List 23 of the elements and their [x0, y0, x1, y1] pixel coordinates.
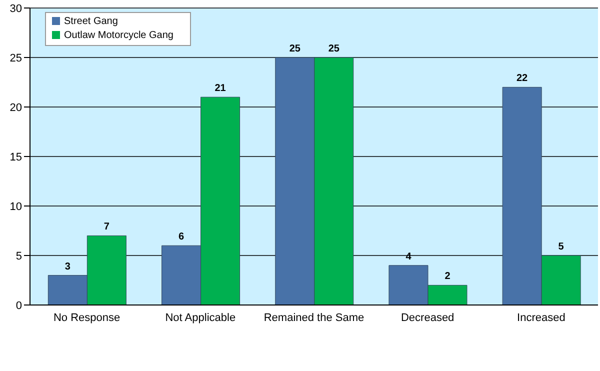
data-label: 6: [178, 232, 184, 243]
x-tick-label: Remained the Same: [264, 312, 364, 324]
legend-label: Outlaw Motorcycle Gang: [64, 30, 174, 41]
y-tick-label: 25: [10, 52, 22, 64]
data-label: 7: [104, 222, 110, 233]
data-label: 21: [214, 83, 226, 94]
x-tick-label: Not Applicable: [165, 312, 236, 324]
x-tick-label: Increased: [517, 312, 566, 324]
y-tick-label: 10: [10, 200, 22, 213]
data-label: 25: [328, 44, 340, 54]
y-tick-label: 15: [10, 151, 22, 164]
x-tick-label: Decreased: [401, 312, 454, 324]
x-tick-label: No Response: [53, 312, 120, 324]
y-tick-label: 0: [16, 300, 22, 312]
legend-label: Street Gang: [64, 16, 118, 27]
y-tick-label: 5: [16, 250, 22, 262]
data-label: 3: [64, 261, 71, 272]
y-tick-label: 30: [10, 2, 22, 15]
data-label: 5: [558, 242, 564, 252]
data-label: 25: [289, 44, 301, 54]
data-label: 2: [444, 271, 451, 282]
data-label: 22: [516, 73, 528, 84]
y-tick-label: 20: [10, 102, 22, 114]
